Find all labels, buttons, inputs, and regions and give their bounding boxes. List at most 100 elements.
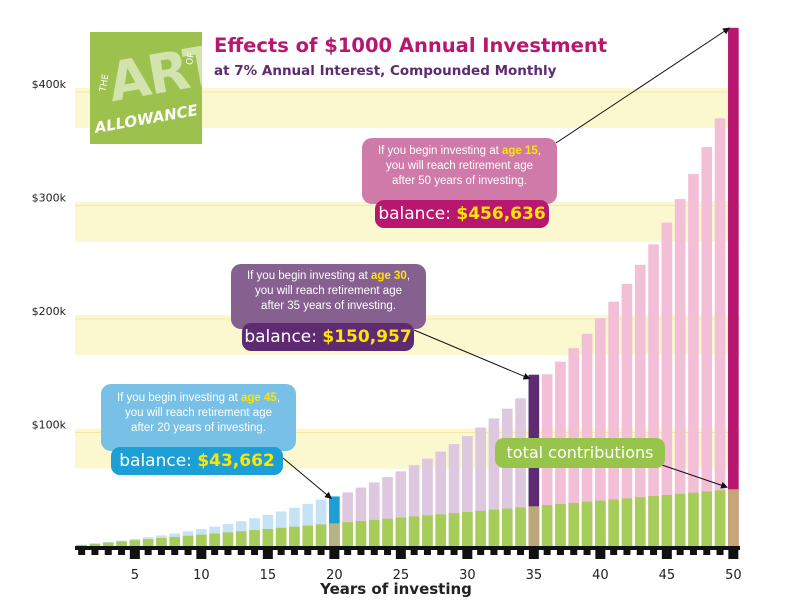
x-tick-38 (570, 550, 578, 555)
contrib-bar-year-25 (395, 517, 407, 546)
x-tick-33 (503, 550, 511, 555)
x-tick-36 (543, 550, 551, 555)
x-tick-6 (144, 550, 152, 555)
contrib-bar-year-30 (462, 511, 473, 546)
contrib-bar-year-14 (249, 530, 260, 546)
logo-of: OF (185, 52, 198, 66)
balance-pill-age-30: balance: $150,957 (242, 323, 414, 351)
contrib-bar-year-3 (102, 542, 114, 546)
contrib-bar-year-8 (169, 536, 181, 546)
balance-pill-age-15: balance: $456,636 (375, 200, 549, 228)
x-axis-line (75, 546, 740, 550)
bar-year-22 (355, 487, 367, 546)
bar-year-44 (648, 244, 659, 546)
contrib-bar-year-2 (89, 543, 101, 546)
callout-45-line2: you will reach retirement age (124, 407, 272, 419)
x-tick-label-35: 35 (526, 568, 543, 583)
balance-15-value: $456,636 (456, 204, 546, 224)
x-tick-30 (462, 550, 473, 559)
callout-45-line3: after 20 years of investing. (131, 422, 266, 434)
x-tick-27 (423, 550, 431, 555)
bar-year-41 (608, 301, 619, 546)
bar-year-28 (435, 451, 447, 546)
bar-year-47 (688, 174, 699, 547)
y-tick-label-400000: $400k (32, 78, 67, 91)
x-tick-48 (703, 550, 711, 555)
x-tick-label-25: 25 (393, 568, 410, 583)
balance-45-label: balance: (119, 451, 198, 471)
balance-30-label: balance: (244, 327, 323, 347)
x-tick-29 (450, 550, 458, 555)
contrib-bar-year-17 (289, 526, 300, 546)
contrib-bar-year-5 (129, 540, 141, 546)
contrib-bar-year-21 (342, 522, 353, 546)
x-tick-22 (357, 550, 365, 555)
y-tick-label-300000: $300k (32, 192, 67, 205)
x-tick-41 (610, 550, 618, 555)
x-tick-28 (437, 550, 445, 555)
y-axis: $100k $200k $300k $400k (32, 78, 67, 431)
contrib-bar-year-40 (595, 500, 606, 546)
contrib-bar-year-7 (156, 538, 167, 546)
total-contributions-label: total contributions (495, 438, 665, 468)
bar-year-25 (395, 471, 407, 546)
chart-title: Effects of $1000 Annual Investment (214, 34, 608, 57)
x-tick-17 (290, 550, 298, 555)
bar-year-48 (701, 147, 713, 547)
x-tick-26 (410, 550, 418, 555)
contrib-bar-year-29 (448, 513, 460, 546)
callout-15-line2: you will reach retirement age (385, 160, 533, 172)
arrow-age-15 (555, 27, 730, 144)
x-tick-50 (728, 550, 739, 559)
callout-45-pre: If you begin investing at (116, 392, 241, 404)
bar-year-50 (728, 27, 739, 547)
x-axis: 5 10 15 20 25 30 35 40 45 50 (75, 546, 742, 583)
x-tick-46 (676, 550, 684, 555)
contrib-bar-year-20 (329, 523, 340, 546)
contrib-bar-year-39 (581, 501, 593, 546)
contrib-bar-year-28 (435, 514, 447, 546)
bar-year-27 (422, 458, 433, 546)
bar-year-26 (408, 465, 420, 546)
balance-bars (76, 27, 739, 547)
balance-pill-age-45: balance: $43,662 (111, 447, 283, 475)
contrib-bar-year-15 (262, 528, 274, 546)
x-tick-12 (224, 550, 232, 555)
contrib-bar-year-24 (382, 518, 393, 546)
contrib-bar-year-41 (608, 499, 619, 546)
bar-year-23 (368, 482, 380, 546)
arrow-age-30 (413, 329, 531, 380)
art-of-allowance-logo: ART THE OF ALLOWANCE (90, 32, 202, 144)
x-tick-7 (157, 550, 165, 555)
contrib-bar-year-34 (515, 507, 526, 546)
x-tick-14 (251, 550, 259, 555)
contrib-bar-year-1 (76, 544, 87, 546)
x-tick-label-30: 30 (459, 568, 476, 583)
contrib-bar-year-49 (714, 490, 726, 546)
x-tick-24 (384, 550, 392, 555)
bar-year-29 (448, 444, 460, 546)
contrib-bar-year-18 (302, 525, 314, 546)
x-tick-23 (370, 550, 378, 555)
x-tick-34 (517, 550, 525, 555)
bar-year-24 (382, 477, 393, 546)
contrib-bar-year-36 (541, 505, 553, 546)
bar-year-19 (315, 499, 327, 546)
contribution-bars (76, 489, 739, 546)
x-tick-25 (395, 550, 406, 559)
contrib-bar-year-4 (116, 541, 127, 546)
bar-year-18 (302, 503, 314, 546)
contrib-bar-year-12 (222, 532, 234, 546)
contrib-bar-year-33 (501, 508, 513, 546)
callout-45-age: age 45 (241, 392, 277, 404)
callout-age-30: If you begin investing at age 30, you wi… (231, 264, 426, 329)
bar-year-45 (661, 222, 673, 546)
balance-30-value: $150,957 (322, 327, 412, 347)
contrib-bar-year-23 (368, 519, 380, 546)
contrib-bar-year-26 (408, 516, 420, 546)
x-tick-label-5: 5 (131, 568, 139, 583)
bar-year-20 (329, 496, 340, 546)
x-tick-37 (556, 550, 564, 555)
contrib-bar-year-43 (634, 497, 646, 546)
x-tick-8 (171, 550, 179, 555)
